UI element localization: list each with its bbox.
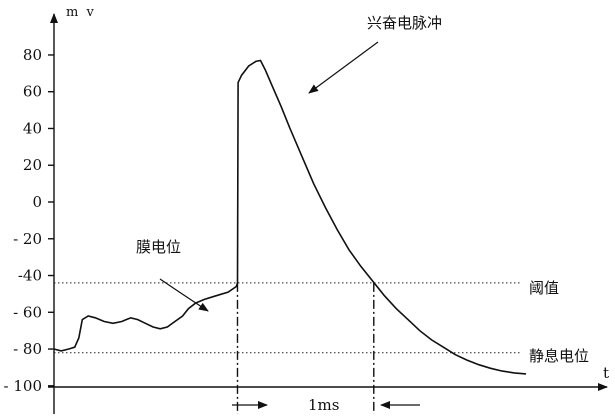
y-ticks: 80 60 40 20 0 - 20 -40 - 60 - 80 - 100 xyxy=(4,46,54,395)
spike-label: 兴奋电脉冲 xyxy=(367,14,442,32)
y-tick-label: 60 xyxy=(23,83,42,101)
resting-potential-label: 静息电位 xyxy=(529,347,589,365)
threshold-label: 阈值 xyxy=(529,279,559,297)
y-tick-label: - 100 xyxy=(4,377,42,395)
y-tick-label: 40 xyxy=(23,119,42,137)
x-axis-label: t xyxy=(603,364,609,382)
interval-label: 1ms xyxy=(308,396,339,414)
y-tick-label: - 80 xyxy=(13,340,42,358)
membrane-potential-label: 膜电位 xyxy=(136,238,181,256)
spike-pointer-arrow xyxy=(308,41,379,94)
y-tick-label: 0 xyxy=(32,193,42,211)
y-tick-label: -40 xyxy=(18,267,42,285)
y-tick-label: - 20 xyxy=(13,230,42,248)
y-tick-label: 80 xyxy=(23,46,42,64)
y-tick-label: - 60 xyxy=(13,303,42,321)
y-axis-label: m v xyxy=(66,5,96,20)
potential-curve xyxy=(53,59,527,375)
y-tick-label: 20 xyxy=(23,156,42,174)
membrane-pointer-arrow xyxy=(159,278,209,312)
